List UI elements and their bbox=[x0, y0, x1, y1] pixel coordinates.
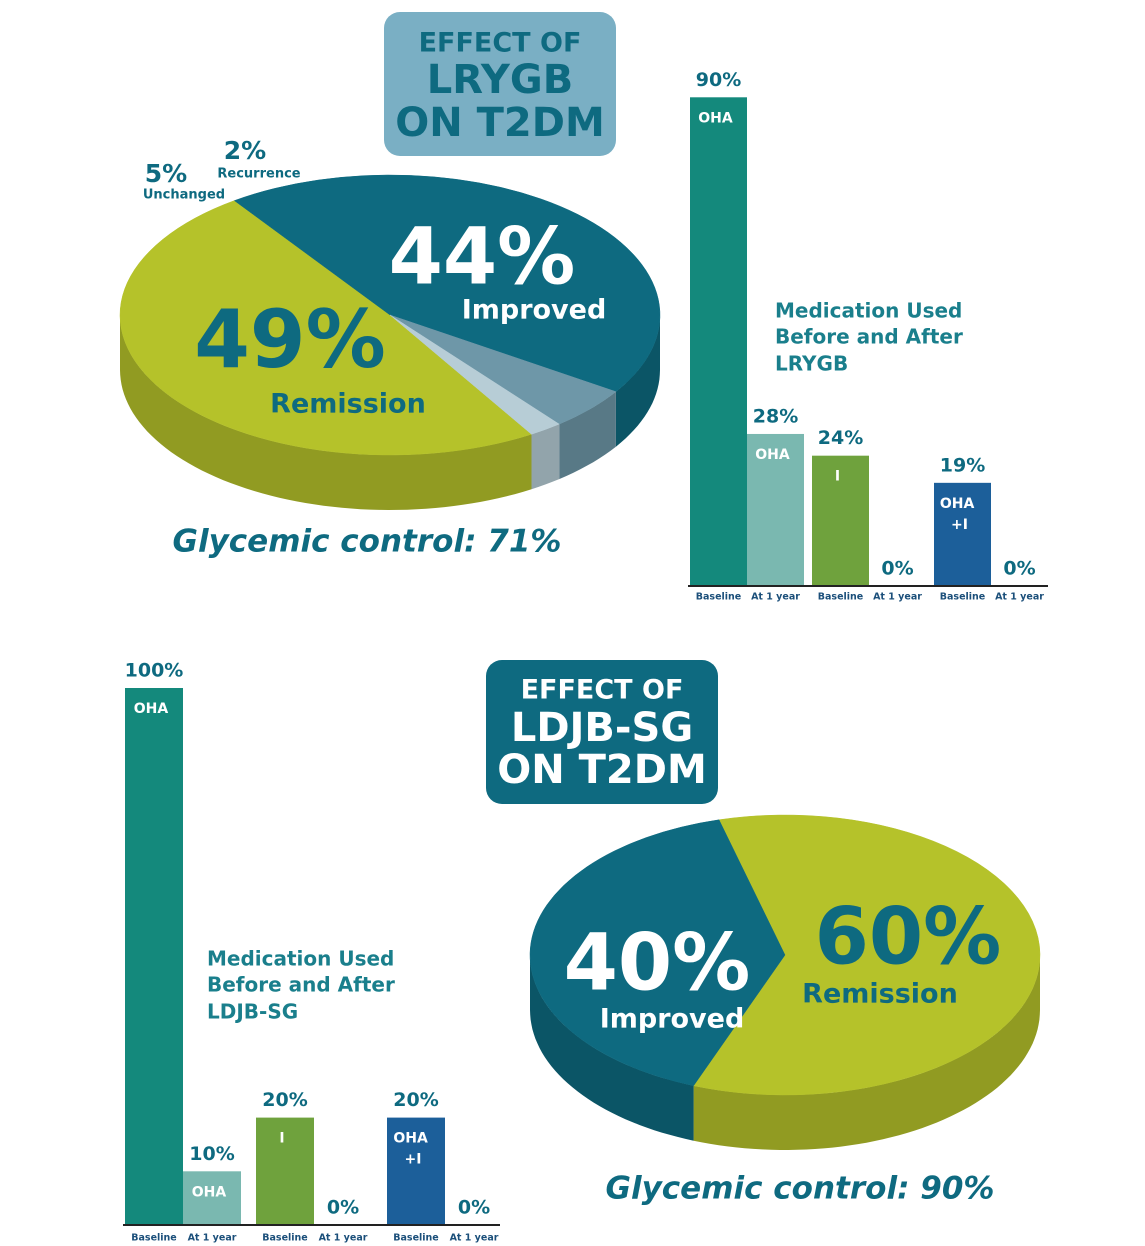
value-label: 90% bbox=[696, 69, 741, 91]
value-label: 10% bbox=[189, 1143, 234, 1165]
bar bbox=[387, 1117, 445, 1225]
value-label: 19% bbox=[940, 454, 985, 476]
bar-label: I bbox=[279, 1131, 284, 1147]
value-label: 0% bbox=[327, 1197, 359, 1219]
x-tick-label: At 1 year bbox=[995, 592, 1044, 603]
chart-title: ON T2DM bbox=[395, 100, 605, 146]
pie-slice bbox=[119, 200, 532, 456]
bar bbox=[690, 97, 747, 587]
value-label: 0% bbox=[1003, 558, 1035, 580]
bar-label: OHA bbox=[755, 447, 790, 463]
x-tick-label: At 1 year bbox=[751, 592, 800, 603]
pie-side bbox=[531, 424, 560, 490]
value-label: 2% bbox=[224, 136, 266, 165]
value-label: 49% bbox=[194, 293, 385, 386]
value-label: 24% bbox=[818, 427, 863, 449]
x-tick-label: At 1 year bbox=[450, 1233, 499, 1244]
value-label: 20% bbox=[262, 1089, 307, 1111]
slice-label: Remission bbox=[802, 979, 958, 1010]
x-tick-label: Baseline bbox=[940, 592, 985, 603]
bar bbox=[256, 1117, 314, 1225]
title-box bbox=[486, 660, 718, 804]
chart-title: Medication Used bbox=[207, 947, 394, 971]
pie-side bbox=[615, 315, 660, 447]
x-tick-label: Baseline bbox=[818, 592, 863, 603]
pie-side bbox=[120, 315, 532, 510]
chart-title: LDJB-SG bbox=[207, 1000, 298, 1024]
bar bbox=[747, 433, 804, 586]
chart-title: Medication Used bbox=[775, 299, 962, 323]
title-box bbox=[384, 12, 616, 156]
value-label: 60% bbox=[815, 892, 1002, 982]
pie-side bbox=[693, 955, 1040, 1150]
x-tick-label: At 1 year bbox=[188, 1233, 237, 1244]
bar-label: OHA bbox=[192, 1184, 227, 1200]
bar bbox=[125, 688, 183, 1225]
pie-slice bbox=[693, 814, 1041, 1096]
chart-title: EFFECT OF bbox=[521, 675, 684, 706]
chart-title: LRYGB bbox=[775, 352, 848, 376]
annotation: Glycemic control: 90% bbox=[606, 1171, 995, 1207]
x-tick-label: Baseline bbox=[393, 1233, 438, 1244]
slice-label: Remission bbox=[270, 389, 426, 420]
pie-side bbox=[530, 955, 694, 1141]
pie-slice bbox=[529, 819, 786, 1086]
bar-label: OHA +I bbox=[393, 1131, 432, 1168]
bar-label: I bbox=[835, 469, 840, 485]
chart-title: ON T2DM bbox=[497, 747, 707, 793]
bar bbox=[812, 455, 869, 586]
x-tick-label: Baseline bbox=[262, 1233, 307, 1244]
bar-label: OHA bbox=[134, 701, 169, 717]
bar bbox=[183, 1171, 241, 1225]
value-label: 100% bbox=[125, 660, 184, 682]
pie-slice bbox=[389, 314, 560, 435]
x-tick-label: Baseline bbox=[131, 1233, 176, 1244]
chart-title: LRYGB bbox=[427, 57, 573, 103]
pie-slice bbox=[233, 174, 661, 392]
annotation: Glycemic control: 71% bbox=[173, 524, 562, 560]
chart-title: EFFECT OF bbox=[419, 28, 582, 59]
chart-title: Before and After bbox=[775, 325, 963, 349]
value-label: 0% bbox=[458, 1197, 490, 1219]
value-label: 44% bbox=[389, 212, 576, 302]
chart-title: LDJB-SG bbox=[511, 705, 693, 751]
slice-label: Recurrence bbox=[217, 167, 300, 182]
bar bbox=[934, 482, 991, 586]
pie-side bbox=[559, 391, 616, 480]
chart-title: Before and After bbox=[207, 973, 395, 997]
slice-label: Improved bbox=[462, 295, 607, 326]
x-tick-label: At 1 year bbox=[873, 592, 922, 603]
slice-label: Unchanged bbox=[143, 188, 225, 203]
value-label: 5% bbox=[145, 159, 187, 188]
value-label: 0% bbox=[881, 558, 913, 580]
slice-label: Improved bbox=[600, 1004, 745, 1035]
value-label: 40% bbox=[564, 918, 751, 1008]
value-label: 20% bbox=[393, 1089, 438, 1111]
value-label: 28% bbox=[753, 405, 798, 427]
x-tick-label: At 1 year bbox=[319, 1233, 368, 1244]
bar-label: OHA bbox=[698, 110, 733, 126]
bar-label: OHA +I bbox=[940, 496, 979, 533]
x-tick-label: Baseline bbox=[696, 592, 741, 603]
